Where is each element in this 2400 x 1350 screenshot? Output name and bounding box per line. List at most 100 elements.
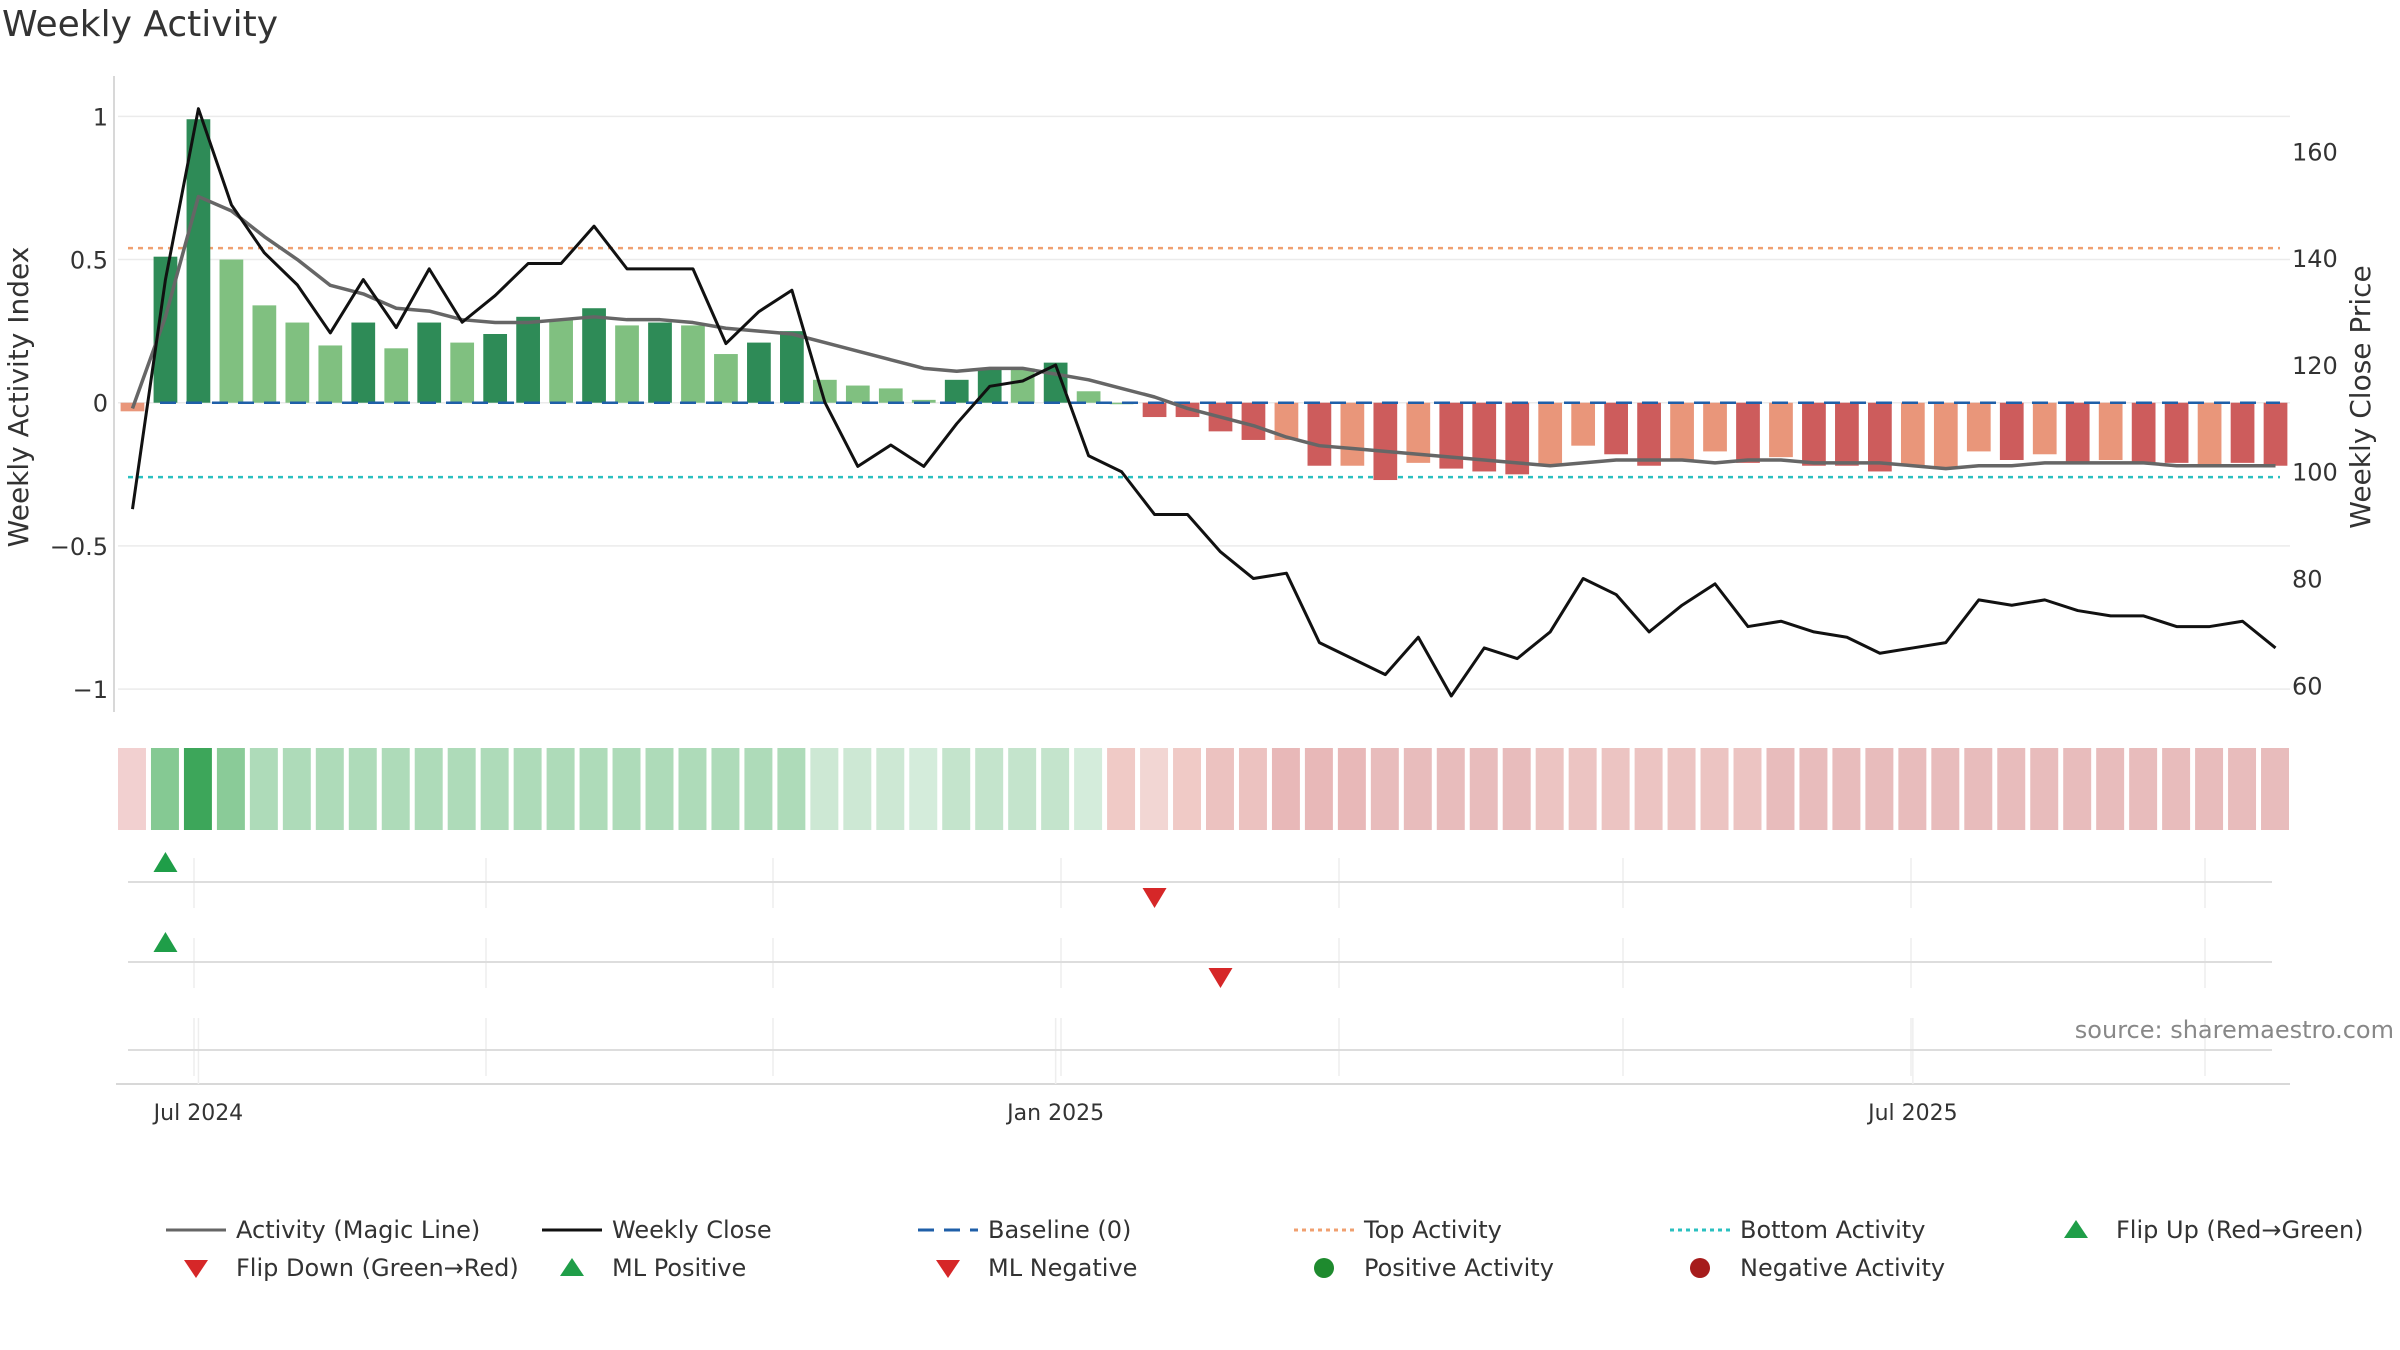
legend-label: Negative Activity (1740, 1254, 1946, 1282)
strip-cell (1173, 748, 1201, 830)
source-credit: source: sharemaestro.com (2074, 1016, 2394, 1044)
legend-item: Activity (Magic Line) (166, 1212, 480, 1248)
strip-cell (1964, 748, 1993, 830)
strip-cell (381, 748, 410, 830)
activity-bar (252, 305, 277, 403)
strip-cell (2228, 748, 2257, 830)
strip-cell (1403, 748, 1432, 830)
activity-bar (483, 334, 508, 403)
activity-bar (1307, 402, 1332, 466)
y-axis-label: Weekly Activity Index (2, 247, 35, 548)
activity-bar (615, 325, 639, 403)
strip-cell (645, 748, 674, 830)
strip-cell (1601, 748, 1630, 830)
activity-bar (186, 119, 211, 403)
strip-cell (711, 748, 740, 830)
activity-bar (1703, 402, 1727, 452)
strip-cell (480, 748, 509, 830)
triangle-down-icon (184, 1260, 208, 1278)
magic-line (130, 194, 2276, 471)
triangle-down-icon (936, 1260, 960, 1278)
down-triangle-marker (1208, 968, 1233, 988)
legend-line-swatch (166, 1228, 226, 1232)
activity-bar (582, 308, 606, 403)
activity-bar (1900, 402, 1925, 466)
strip-cell (942, 748, 971, 830)
activity-bar (1835, 402, 1859, 466)
activity-bar (878, 388, 903, 403)
x-tick-label: Jul 2025 (1866, 1101, 1958, 1126)
signal-panels (128, 852, 2272, 1076)
activity-bar (944, 379, 969, 403)
close-line-layer (131, 107, 2277, 698)
strip-cell (1799, 748, 1828, 830)
strip-cell (2129, 748, 2158, 830)
legend-item: Baseline (0) (918, 1212, 1131, 1248)
activity-bar (1274, 402, 1299, 440)
legend-label: Flip Up (Red→Green) (2116, 1216, 2364, 1244)
activity-bar (2131, 402, 2156, 463)
activity-bar (417, 322, 442, 403)
up-triangle-marker (153, 852, 178, 872)
strip-cell (1898, 748, 1927, 830)
activity-bar (714, 354, 738, 403)
strip-cell (1634, 748, 1663, 830)
up-triangle-marker (153, 932, 178, 952)
activity-bars (120, 119, 2288, 481)
strip-cell (744, 748, 773, 830)
activity-heat-strip (118, 748, 2289, 830)
y-tick-label: 0 (93, 390, 108, 418)
strip-cell (1931, 748, 1960, 830)
activity-bar (2098, 402, 2123, 460)
strip-cell (1140, 748, 1169, 830)
weekly-close-line (131, 107, 2277, 698)
y2-tick-label: 100 (2292, 459, 2338, 487)
strip-cell (1436, 748, 1465, 830)
activity-bar (1999, 402, 2024, 460)
strip-cell (1008, 748, 1037, 830)
activity-bar (2032, 402, 2057, 455)
activity-bar (1571, 402, 1596, 446)
strip-cell (1304, 748, 1333, 830)
down-triangle-marker (1142, 888, 1167, 908)
legend-line-swatch (918, 1228, 978, 1232)
activity-bar (1241, 402, 1266, 440)
activity-bar (2164, 402, 2189, 463)
triangle-up-icon (2064, 1220, 2088, 1238)
strip-cell (1766, 748, 1795, 830)
strip-cell (546, 748, 575, 830)
activity-bar (516, 316, 540, 403)
legend-item: Negative Activity (1670, 1250, 1945, 1286)
legend-line-swatch (1294, 1228, 1354, 1232)
circle-marker-icon (1314, 1258, 1334, 1278)
activity-bar (1439, 402, 1464, 469)
activity-bar (1538, 402, 1563, 466)
activity-bar (1076, 391, 1101, 403)
activity-bar (1637, 402, 1661, 466)
strip-cell (2261, 748, 2289, 830)
strip-cell (1107, 748, 1136, 830)
activity-bar (1373, 402, 1398, 481)
strip-cell (216, 748, 245, 830)
y2-tick-label: 160 (2292, 138, 2338, 166)
legend-item: Positive Activity (1294, 1250, 1554, 1286)
y2-tick-label: 60 (2292, 672, 2323, 700)
strip-cell (1206, 748, 1234, 830)
legend-label: Bottom Activity (1740, 1216, 1926, 1244)
strip-cell (1667, 748, 1696, 830)
legend-label: Flip Down (Green→Red) (236, 1254, 519, 1282)
reference-lines (128, 246, 2280, 479)
activity-bar (1406, 402, 1431, 463)
activity-bar (219, 259, 244, 403)
strip-cell (1700, 748, 1729, 830)
strip-cell (876, 748, 905, 830)
activity-bar (1868, 402, 1892, 472)
activity-bar (2230, 402, 2255, 463)
strip-cell (249, 748, 278, 830)
strip-cell (118, 748, 146, 830)
activity-bar (1604, 402, 1628, 455)
activity-bar (1966, 402, 1991, 452)
strip-cell (843, 748, 872, 830)
activity-bar (1109, 402, 1134, 405)
strip-cell (975, 748, 1004, 830)
